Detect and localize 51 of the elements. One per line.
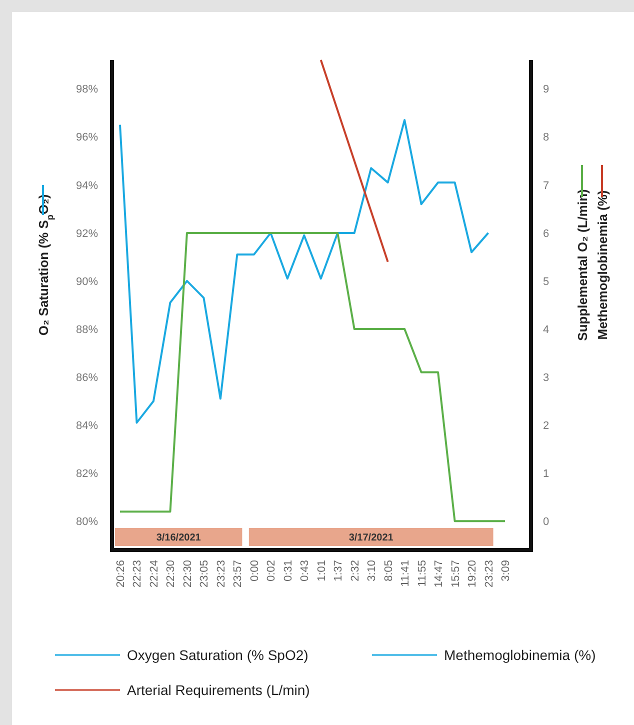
x-tick-label: 0:43 [299,560,312,582]
y-tick-label: 88% [76,324,98,336]
y-tick-label: 90% [76,276,98,288]
x-tick-label: 11:55 [416,560,428,587]
y2-tick-label: 8 [543,132,550,144]
x-tick-label: 22:30 [165,560,178,588]
legend-label: Oxygen Saturation (% SpO2) [127,646,308,663]
y2-tick-label: 3 [543,372,550,384]
y2-tick-label: 1 [543,468,550,480]
x-tick-label: 22:30 [182,560,194,588]
line-series [119,232,506,522]
y2-tick-label: 4 [543,324,550,336]
annotation: 3/17/2021 [348,532,394,544]
y-tick-label: 82% [76,468,98,480]
annotation: 3/16/2021 [156,532,202,544]
x-tick-label: 0:31 [282,560,294,582]
x-tick-label: 11:41 [400,560,412,587]
x-tick-label: 2:32 [349,560,362,582]
x-tick-label: 20:26 [115,560,127,588]
y-tick-label: 80% [76,516,98,528]
y-tick-label: 84% [76,420,98,432]
x-tick-label: 3:10 [366,560,378,582]
x-tick-label: 23:23 [215,560,228,588]
x-tick-label: 1:37 [332,560,345,582]
x-tick-label: 3:09 [500,560,512,582]
y-tick-label: 96% [76,132,98,144]
y2-tick-label: 5 [543,276,550,288]
x-tick-label: 8:05 [382,560,395,582]
x-tick-label: 15:57 [450,560,462,588]
x-tick-label: 23:57 [232,560,244,588]
y2-tick-label: 6 [543,228,550,240]
x-tick-label: 22:23 [132,560,144,588]
x-tick-label: 0:02 [266,560,278,582]
x-tick-label: 23:05 [198,560,211,588]
x-tick-label: 19:20 [466,560,479,588]
y2-tick-label: 0 [543,516,550,528]
y2-tick-label: 2 [543,420,550,432]
y2-tick-label: 7 [543,180,550,192]
x-tick-label: 1:01 [316,560,328,582]
x-tick-label: 22:24 [148,560,160,588]
legend-label: Arterial Requirements (L/min) [127,682,310,698]
y-tick-label: 86% [76,372,98,384]
text: Methemoglobinemia (%) [444,646,596,663]
x-tick-label: 0:00 [248,560,261,582]
line-series [119,119,490,424]
y2-tick-label: 9 [543,84,550,96]
x-tick-label: 23:23 [483,560,496,588]
y-tick-label: 98% [76,84,98,96]
x-tick-label: 14:47 [433,560,446,588]
y-tick-label: 92% [76,228,98,240]
y-tick-label: 94% [76,180,98,192]
